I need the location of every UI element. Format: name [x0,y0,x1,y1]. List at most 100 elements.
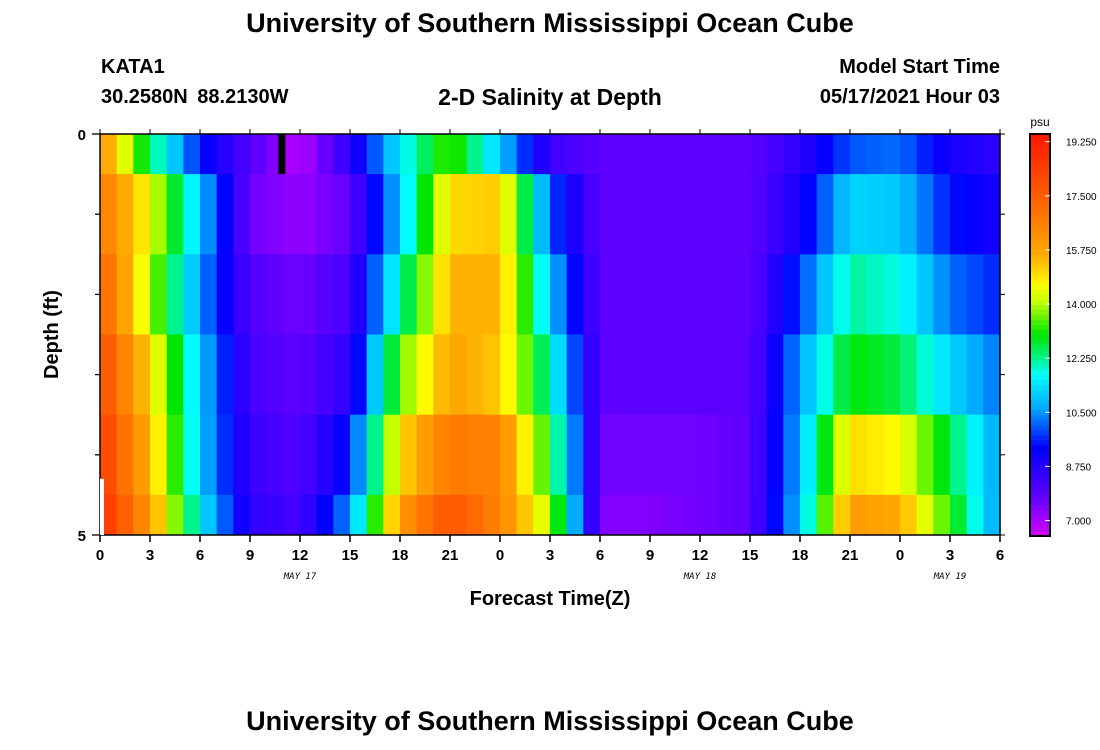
heatmap-cell [466,254,484,335]
date-label: MAY 17 [283,572,317,582]
heatmap-cell [133,174,151,255]
heatmap-cell [650,494,668,536]
heatmap-cells [100,134,1001,536]
colorbar-segment [1030,495,1050,502]
colorbar-segment [1030,179,1050,185]
colorbar-segment [1030,530,1050,537]
heatmap-cell [900,174,918,255]
heatmap-cell [516,414,534,496]
x-tick-label: 12 [692,547,709,564]
heatmap-cell [966,494,984,536]
heatmap-cell [116,174,134,255]
heatmap-cell [666,334,684,416]
heatmap-cell [483,334,501,416]
heatmap-cell [283,414,301,496]
x-tick-label: 6 [996,547,1004,564]
heatmap-cell [616,334,634,416]
colorbar-segment [1030,314,1050,321]
heatmap-cell [300,494,318,536]
heatmap-cell [416,414,434,496]
heatmap-cell [950,414,968,496]
heatmap-cell [566,174,584,255]
heatmap-cell [950,334,968,416]
colorbar-segment [1030,249,1050,256]
colorbar-segment [1030,405,1050,411]
colorbar-segment [1030,525,1050,532]
x-tick-label: 6 [596,547,604,564]
heatmap-cell [850,334,868,416]
colorbar-segment [1030,144,1050,150]
heatmap-cell [233,494,251,536]
heatmap-cell [133,414,151,496]
heatmap-cell [150,334,168,416]
heatmap-cell [716,494,734,536]
heatmap-cell [900,494,918,536]
heatmap-cell [483,174,501,255]
heatmap-cell [266,414,284,496]
heatmap-cell [216,414,234,496]
heatmap-cell [716,134,734,175]
heatmap-cell [950,174,968,255]
heatmap-cell [483,414,501,496]
heatmap-cell [466,134,484,175]
heatmap-cell [766,334,784,416]
heatmap-cell [216,334,234,416]
x-tick-label: 12 [292,547,309,564]
heatmap-cell [466,494,484,536]
heatmap-cell [350,134,368,175]
heatmap-cell [850,414,868,496]
missing-data-strip [100,478,104,535]
heatmap-cell [783,494,801,536]
colorbar-segment [1030,234,1050,241]
colorbar-segment [1030,390,1050,396]
colorbar-segment [1030,340,1050,346]
colorbar-segment [1030,515,1050,522]
heatmap-cell [516,254,534,335]
colorbar-segment [1030,149,1050,155]
heatmap-cell [633,174,651,255]
heatmap-cell [983,254,1001,335]
heatmap-cell [566,334,584,416]
heatmap-cell [450,494,468,536]
heatmap-cell [600,254,618,335]
heatmap-cell [100,254,118,335]
heatmap-cell [433,334,451,416]
heatmap-cell [300,414,318,496]
heatmap-cell [116,254,134,335]
heatmap-cell [816,174,834,255]
heatmap-cell [300,254,318,335]
heatmap-cell [800,494,818,536]
colorbar-segment [1030,204,1050,210]
heatmap-cell [766,174,784,255]
heatmap-cell [316,414,334,496]
colorbar-segment [1030,360,1050,366]
heatmap-cell [400,254,418,335]
heatmap-cell [933,414,951,496]
colorbar-segment [1030,345,1050,351]
heatmap-cell [833,414,851,496]
colorbar-frame [1029,133,1051,537]
heatmap-cell [616,494,634,536]
date-label: MAY 18 [683,572,717,582]
heatmap-cell [383,414,401,496]
colorbar-segment [1030,490,1050,497]
colorbar-segment [1030,304,1050,311]
heatmap-cell [150,174,168,255]
heatmap-cell [550,254,568,335]
heatmap-cell [916,494,934,536]
heatmap-cell [183,134,201,175]
colorbar: psu 19.250 17.500 15.750 14.000 12.250 10.500 8… [1029,115,1097,537]
colorbar-segment [1030,294,1050,301]
heatmap-cell [150,134,168,175]
heatmap-cell [916,414,934,496]
station-coordinates: 30.2580N 88.2130W [101,86,289,108]
heatmap-cell [750,494,768,536]
heatmap-cell [383,254,401,335]
colorbar-segment [1030,219,1050,226]
heatmap-cell [700,254,718,335]
heatmap-cell [433,174,451,255]
colorbar-segment [1030,239,1050,246]
heatmap-cell [350,414,368,496]
heatmap-cell [700,134,718,175]
heatmap-cell [166,334,184,416]
